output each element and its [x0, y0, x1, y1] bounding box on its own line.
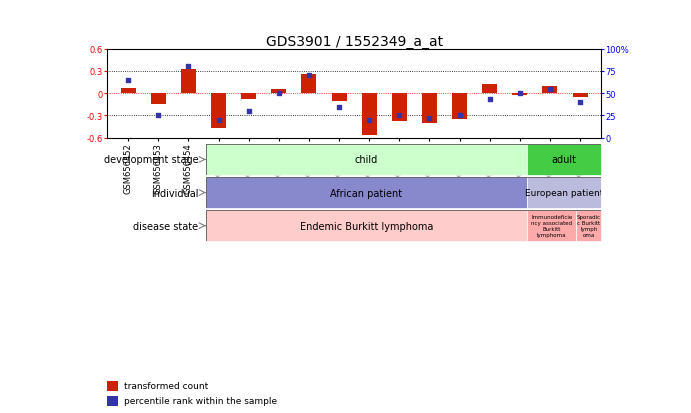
Bar	[573, 94, 587, 97]
Bar	[527, 211, 576, 242]
Text: Sporadic
c Burkitt
lymph
oma: Sporadic c Burkitt lymph oma	[577, 215, 601, 237]
Point	[123, 77, 134, 84]
Bar	[332, 94, 347, 101]
Bar	[301, 75, 316, 94]
Bar	[512, 94, 527, 96]
Point	[424, 116, 435, 122]
Title: GDS3901 / 1552349_a_at: GDS3901 / 1552349_a_at	[265, 35, 443, 49]
Text: European patient: European patient	[525, 189, 603, 197]
Bar	[527, 145, 601, 176]
Bar	[181, 70, 196, 94]
Bar	[107, 396, 118, 406]
Bar	[452, 94, 467, 120]
Bar	[527, 178, 601, 209]
Point	[363, 117, 375, 124]
Bar	[272, 90, 286, 94]
Bar	[482, 85, 498, 94]
Text: Endemic Burkitt lymphoma: Endemic Burkitt lymphoma	[300, 221, 433, 231]
Bar	[206, 178, 527, 209]
Bar	[576, 211, 601, 242]
Bar	[241, 94, 256, 100]
Point	[303, 73, 314, 79]
Bar	[211, 94, 226, 129]
Bar	[542, 87, 558, 94]
Text: development stage: development stage	[104, 155, 198, 165]
Point	[183, 64, 194, 71]
Bar	[422, 94, 437, 123]
Point	[454, 113, 465, 119]
Bar	[206, 178, 601, 209]
Bar	[107, 381, 118, 391]
Point	[484, 97, 495, 104]
Bar	[361, 94, 377, 135]
Point	[545, 86, 556, 93]
Point	[243, 108, 254, 115]
Point	[334, 104, 345, 111]
Point	[394, 113, 405, 119]
Bar	[151, 94, 166, 105]
Text: percentile rank within the sample: percentile rank within the sample	[124, 396, 277, 405]
Text: Immunodeficie
ncy associated
Burkitt
lymphoma: Immunodeficie ncy associated Burkitt lym…	[531, 215, 572, 237]
Text: transformed count: transformed count	[124, 381, 209, 390]
Bar	[121, 89, 135, 94]
Point	[213, 117, 224, 124]
Point	[574, 100, 585, 106]
Bar	[206, 211, 527, 242]
Text: child: child	[355, 155, 378, 165]
Bar	[206, 145, 527, 176]
Text: adult: adult	[551, 155, 576, 165]
Bar	[206, 145, 601, 176]
Point	[514, 91, 525, 97]
Bar	[392, 94, 407, 122]
Bar	[206, 211, 601, 242]
Point	[274, 91, 285, 97]
Text: African patient: African patient	[330, 188, 403, 198]
Text: individual: individual	[151, 188, 198, 198]
Point	[153, 113, 164, 119]
Text: disease state: disease state	[133, 221, 198, 231]
